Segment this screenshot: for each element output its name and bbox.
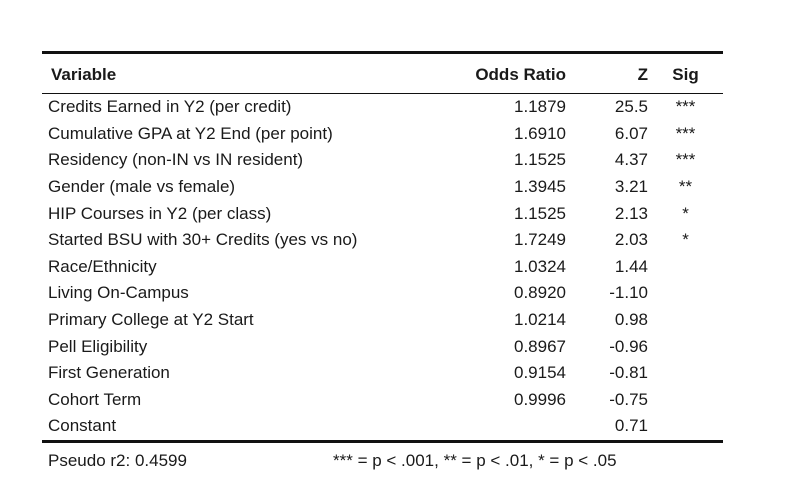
row-variable: Gender (male vs female) (48, 177, 236, 197)
row-z: 1.44 (614, 256, 648, 276)
row-sig: *** (675, 97, 696, 117)
row-variable: Constant (48, 416, 117, 436)
table-header-row: Variable Odds Ratio Z Sig (42, 52, 723, 94)
table-row: Credits Earned in Y2 (per credit) 1.1879… (42, 94, 723, 121)
table-row: Cumulative GPA at Y2 End (per point) 1.6… (42, 121, 723, 148)
row-z: 4.37 (614, 150, 648, 170)
row-sig: * (682, 230, 689, 250)
header-variable: Variable (51, 64, 117, 84)
row-z: -1.10 (609, 283, 648, 303)
row-sig (648, 280, 723, 307)
row-sig: * (682, 203, 689, 223)
table-row: Race/Ethnicity 1.0324 1.44 (42, 254, 723, 281)
row-variable: Cumulative GPA at Y2 End (per point) (48, 123, 333, 143)
table-row: First Generation 0.9154 -0.81 (42, 360, 723, 387)
row-variable: Credits Earned in Y2 (per credit) (48, 97, 292, 117)
table-row: HIP Courses in Y2 (per class) 1.1525 2.1… (42, 200, 723, 227)
header-sig: Sig (672, 64, 699, 84)
regression-table-container: Variable Odds Ratio Z Sig Credits Earned… (42, 51, 723, 477)
row-z: 6.07 (614, 123, 648, 143)
table-row: Living On-Campus 0.8920 -1.10 (42, 280, 723, 307)
row-z: 3.21 (614, 177, 648, 197)
row-sig (648, 387, 723, 414)
row-sig (648, 254, 723, 281)
row-variable: Race/Ethnicity (48, 256, 157, 276)
table-row: Gender (male vs female) 1.3945 3.21 ** (42, 174, 723, 201)
header-odds-ratio: Odds Ratio (475, 64, 566, 84)
row-variable: Primary College at Y2 Start (48, 310, 254, 330)
table-row: Constant 0.71 (42, 413, 723, 442)
row-odds-ratio: 0.8920 (514, 283, 566, 303)
table-row: Pell Eligibility 0.8967 -0.96 (42, 333, 723, 360)
row-z: 0.71 (614, 416, 648, 436)
row-odds-ratio: 1.6910 (514, 123, 566, 143)
row-odds-ratio: 1.1525 (514, 203, 566, 223)
table-row: Started BSU with 30+ Credits (yes vs no)… (42, 227, 723, 254)
row-variable: Living On-Campus (48, 283, 189, 303)
row-z: 0.98 (614, 310, 648, 330)
row-sig (648, 360, 723, 387)
row-sig: *** (675, 150, 696, 170)
row-odds-ratio (457, 413, 566, 441)
row-variable: Started BSU with 30+ Credits (yes vs no) (48, 230, 358, 250)
row-odds-ratio: 1.3945 (514, 177, 566, 197)
table-footer: Pseudo r2: 0.4599 *** = p < .001, ** = p… (42, 443, 723, 477)
row-odds-ratio: 1.7249 (514, 230, 566, 250)
row-variable: Cohort Term (48, 389, 142, 409)
row-z: -0.75 (609, 389, 648, 409)
row-variable: HIP Courses in Y2 (per class) (48, 203, 272, 223)
row-variable: Residency (non-IN vs IN resident) (48, 150, 304, 170)
row-z: 2.13 (614, 203, 648, 223)
row-odds-ratio: 1.1879 (514, 97, 566, 117)
regression-table: Variable Odds Ratio Z Sig Credits Earned… (42, 51, 723, 443)
pseudo-r2-note: Pseudo r2: 0.4599 (48, 450, 187, 470)
row-odds-ratio: 1.0324 (514, 256, 566, 276)
row-odds-ratio: 1.0214 (514, 310, 566, 330)
header-z: Z (637, 64, 648, 84)
table-row: Primary College at Y2 Start 1.0214 0.98 (42, 307, 723, 334)
row-sig (648, 333, 723, 360)
row-z: -0.81 (609, 363, 648, 383)
table-row: Cohort Term 0.9996 -0.75 (42, 387, 723, 414)
row-odds-ratio: 0.8967 (514, 336, 566, 356)
significance-legend: *** = p < .001, ** = p < .01, * = p < .0… (333, 450, 617, 470)
row-odds-ratio: 0.9154 (514, 363, 566, 383)
row-sig: ** (678, 177, 693, 197)
row-z: 2.03 (614, 230, 648, 250)
row-sig: *** (675, 123, 696, 143)
row-variable: Pell Eligibility (48, 336, 148, 356)
row-sig (648, 413, 723, 441)
row-z: 25.5 (614, 97, 648, 117)
row-sig (648, 307, 723, 334)
row-z: -0.96 (609, 336, 648, 356)
row-variable: First Generation (48, 363, 170, 383)
row-odds-ratio: 0.9996 (514, 389, 566, 409)
row-odds-ratio: 1.1525 (514, 150, 566, 170)
table-row: Residency (non-IN vs IN resident) 1.1525… (42, 147, 723, 174)
